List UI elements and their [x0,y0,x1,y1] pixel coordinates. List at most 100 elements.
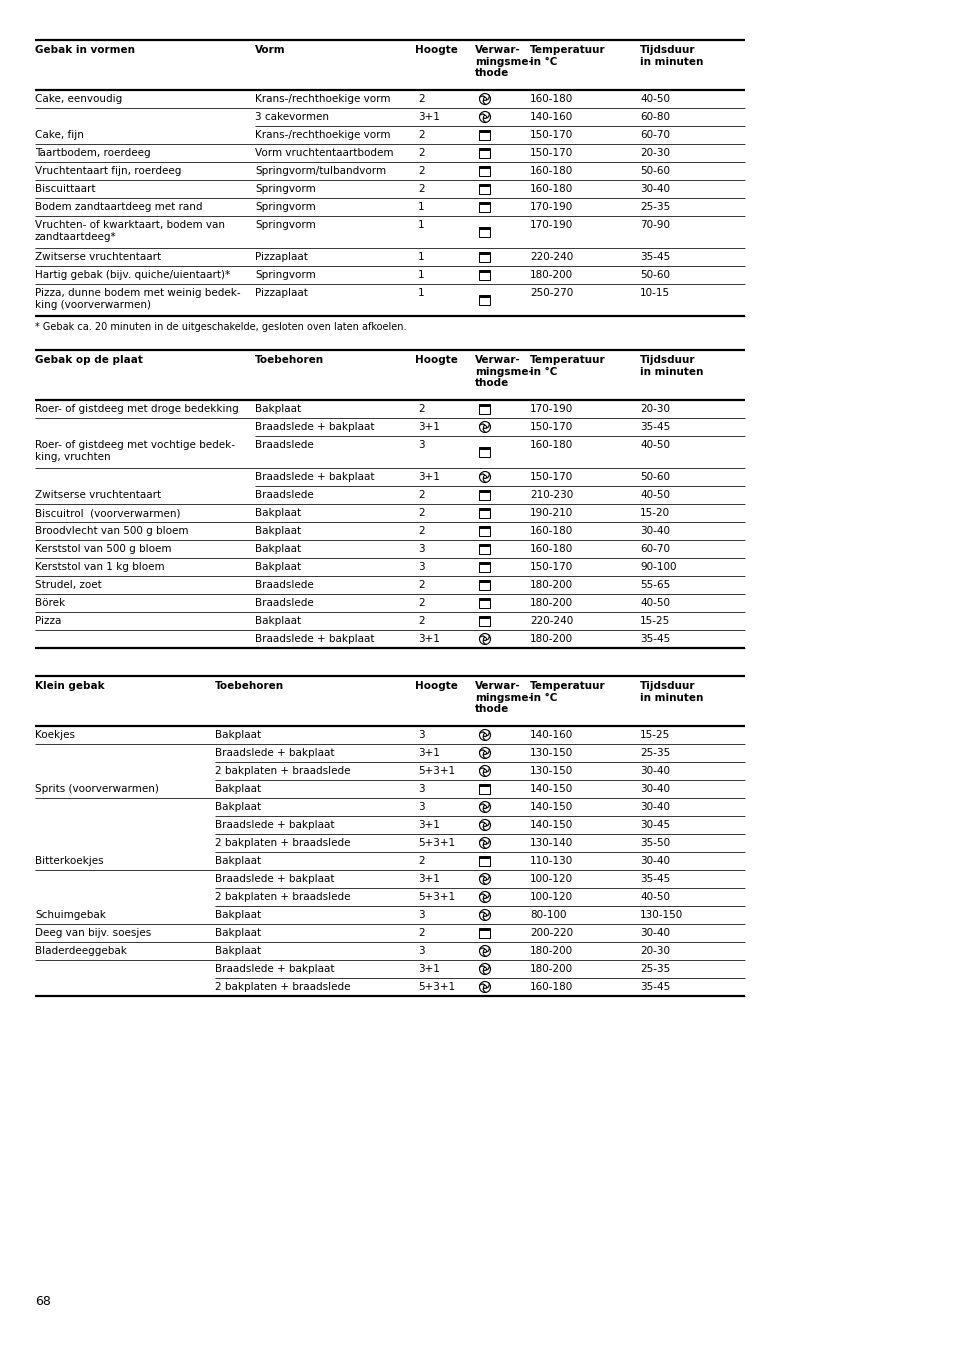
Text: 40-50: 40-50 [639,95,669,104]
Bar [479,252,490,262]
Text: 40-50: 40-50 [639,440,669,450]
Text: 80-100: 80-100 [530,910,566,919]
Bar [479,148,490,158]
Text: 140-150: 140-150 [530,802,573,811]
Text: Braadslede + bakplaat: Braadslede + bakplaat [214,819,335,830]
Text: Koekjes: Koekjes [35,730,75,740]
Text: 2: 2 [417,856,424,865]
Text: Vruchtentaart fijn, roerdeeg: Vruchtentaart fijn, roerdeeg [35,166,181,176]
Text: 30-40: 30-40 [639,927,669,938]
Text: Braadslede + bakplaat: Braadslede + bakplaat [254,634,375,644]
Text: 1: 1 [417,252,424,262]
Text: Temperatuur
in °C: Temperatuur in °C [530,45,605,66]
Text: 35-50: 35-50 [639,838,669,848]
Bar [479,929,490,938]
Text: 2: 2 [417,166,424,176]
Text: 5+3+1: 5+3+1 [417,838,455,848]
Text: 1: 1 [417,270,424,279]
Text: Toebehoren: Toebehoren [254,355,324,364]
Text: 68: 68 [35,1295,51,1308]
Text: Strudel, zoet: Strudel, zoet [35,580,102,590]
Text: 180-200: 180-200 [530,580,573,590]
Text: 3+1: 3+1 [417,964,439,973]
Text: 2: 2 [417,184,424,194]
Text: 25-35: 25-35 [639,964,670,973]
Text: Gebak op de plaat: Gebak op de plaat [35,355,143,364]
Text: 60-70: 60-70 [639,544,669,554]
Text: 2: 2 [417,526,424,536]
Text: 2 bakplaten + braadslede: 2 bakplaten + braadslede [214,765,350,776]
Text: Broodvlecht van 500 g bloem: Broodvlecht van 500 g bloem [35,526,189,536]
Text: 15-25: 15-25 [639,616,670,626]
Text: 10-15: 10-15 [639,288,669,298]
Text: 170-190: 170-190 [530,220,573,230]
Text: Krans-/rechthoekige vorm: Krans-/rechthoekige vorm [254,95,390,104]
Text: 60-70: 60-70 [639,130,669,140]
Text: Tijdsduur
in minuten: Tijdsduur in minuten [639,45,702,66]
Text: 180-200: 180-200 [530,598,573,608]
Text: 30-40: 30-40 [639,184,669,194]
Text: 3+1: 3+1 [417,423,439,432]
Text: 150-170: 150-170 [530,423,573,432]
Text: 130-150: 130-150 [530,765,573,776]
Text: Biscuittaart: Biscuittaart [35,184,95,194]
Text: 180-200: 180-200 [530,946,573,956]
Text: 3: 3 [417,784,424,794]
Text: 140-150: 140-150 [530,819,573,830]
Text: 160-180: 160-180 [530,544,573,554]
Bar [479,166,490,176]
Text: Temperatuur
in °C: Temperatuur in °C [530,355,605,377]
Text: 3+1: 3+1 [417,819,439,830]
Text: Hoogte: Hoogte [415,45,457,55]
Text: 3: 3 [417,910,424,919]
Text: 5+3+1: 5+3+1 [417,892,455,902]
Text: Toebehoren: Toebehoren [214,680,284,691]
Text: Bakplaat: Bakplaat [254,508,301,518]
Text: Pizzaplaat: Pizzaplaat [254,252,308,262]
Text: Braadslede: Braadslede [254,580,314,590]
Text: Bakplaat: Bakplaat [214,910,261,919]
Text: 180-200: 180-200 [530,634,573,644]
Text: 160-180: 160-180 [530,526,573,536]
Bar [479,856,490,865]
Text: Kerststol van 500 g bloem: Kerststol van 500 g bloem [35,544,172,554]
Text: 150-170: 150-170 [530,148,573,158]
Bar [479,598,490,608]
Text: Vorm: Vorm [254,45,285,55]
Text: 50-60: 50-60 [639,166,669,176]
Text: 160-180: 160-180 [530,440,573,450]
Text: 130-150: 130-150 [639,910,682,919]
Text: Zwitserse vruchtentaart: Zwitserse vruchtentaart [35,252,161,262]
Text: Vorm vruchtentaartbodem: Vorm vruchtentaartbodem [254,148,393,158]
Text: Cake, fijn: Cake, fijn [35,130,84,140]
Text: 180-200: 180-200 [530,270,573,279]
Bar [479,526,490,536]
Text: Sprits (voorverwarmen): Sprits (voorverwarmen) [35,784,159,794]
Text: 160-180: 160-180 [530,184,573,194]
Text: 2 bakplaten + braadslede: 2 bakplaten + braadslede [214,838,350,848]
Text: 3: 3 [417,730,424,740]
Text: Springvorm: Springvorm [254,184,315,194]
Text: 15-25: 15-25 [639,730,670,740]
Text: 160-180: 160-180 [530,95,573,104]
Text: 55-65: 55-65 [639,580,670,590]
Text: 2 bakplaten + braadslede: 2 bakplaten + braadslede [214,892,350,902]
Text: 2: 2 [417,404,424,414]
Text: 15-20: 15-20 [639,508,669,518]
Text: Börek: Börek [35,598,65,608]
Text: 110-130: 110-130 [530,856,573,865]
Text: 2: 2 [417,490,424,500]
Text: 30-45: 30-45 [639,819,669,830]
Text: Bodem zandtaartdeeg met rand: Bodem zandtaartdeeg met rand [35,202,202,212]
Text: 30-40: 30-40 [639,802,669,811]
Text: 50-60: 50-60 [639,270,669,279]
Text: 170-190: 170-190 [530,202,573,212]
Text: 100-120: 100-120 [530,892,573,902]
Text: 140-160: 140-160 [530,112,573,122]
Text: 2: 2 [417,95,424,104]
Text: 40-50: 40-50 [639,598,669,608]
Text: 3+1: 3+1 [417,748,439,757]
Text: 3 cakevormen: 3 cakevormen [254,112,329,122]
Text: Bakplaat: Bakplaat [214,802,261,811]
Text: 40-50: 40-50 [639,490,669,500]
